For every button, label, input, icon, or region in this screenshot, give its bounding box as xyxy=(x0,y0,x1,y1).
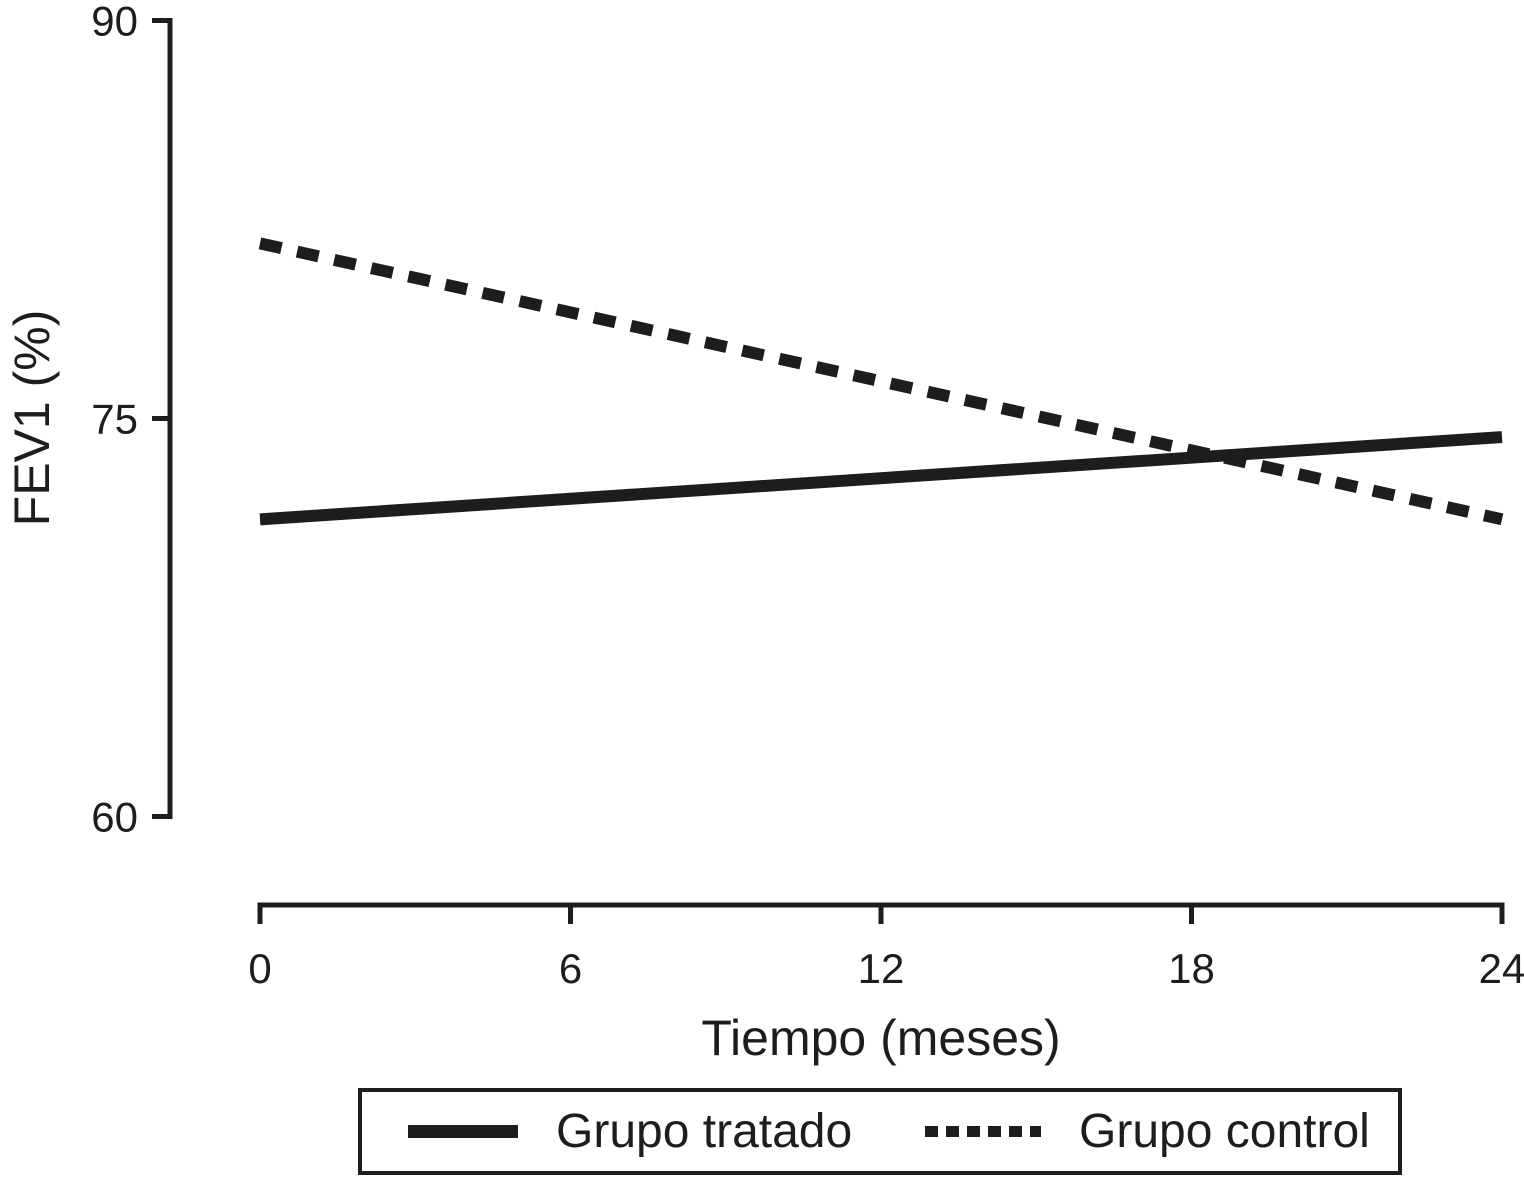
y-axis-title: FEV1 (%) xyxy=(4,309,60,527)
x-axis-tick-label: 24 xyxy=(1479,945,1524,992)
x-axis-title: Tiempo (meses) xyxy=(701,1010,1061,1066)
series-line-grupo-tratado xyxy=(259,431,1503,526)
x-axis-tick-label: 6 xyxy=(559,945,582,992)
legend-item-grupo-control: Grupo control xyxy=(925,1092,1370,1171)
y-axis-tick-label: 75 xyxy=(91,396,138,443)
legend-label-grupo-tratado: Grupo tratado xyxy=(556,1105,853,1158)
y-axis-tick-label: 90 xyxy=(91,0,138,45)
legend-item-grupo-tratado: Grupo tratado xyxy=(408,1092,852,1171)
solid-line-swatch xyxy=(408,1125,518,1138)
dashed-line-swatch xyxy=(925,1126,1041,1137)
x-axis-tick-label: 12 xyxy=(858,945,905,992)
x-axis-tick-label: 0 xyxy=(248,945,271,992)
legend-label-grupo-control: Grupo control xyxy=(1079,1105,1370,1158)
y-axis-tick-label: 60 xyxy=(91,794,138,841)
legend: Grupo tratado Grupo control xyxy=(358,1088,1402,1175)
x-axis-tick-label: 18 xyxy=(1168,945,1215,992)
